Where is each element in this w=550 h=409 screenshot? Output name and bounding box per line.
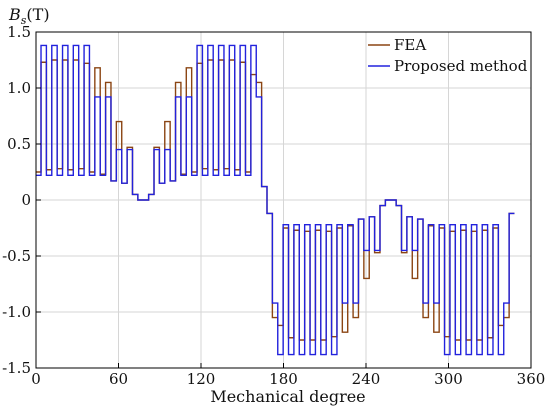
- x-axis-label: Mechanical degree: [210, 387, 365, 406]
- y-axis-label: Bs(T): [8, 5, 50, 27]
- legend: FEA Proposed method: [368, 36, 528, 75]
- y-tick-label: 0: [21, 191, 31, 209]
- y-axis-label-sub: s: [21, 14, 27, 27]
- legend-label-proposed: Proposed method: [394, 57, 528, 75]
- x-tick-label: 60: [109, 370, 128, 388]
- x-tick-label: 360: [517, 370, 546, 388]
- y-axis-label-unit: (T): [26, 5, 49, 24]
- y-tick-label: 0.5: [7, 135, 31, 153]
- series-layer: [36, 44, 515, 356]
- x-tick-label: 0: [31, 370, 41, 388]
- series-line-proposed-method: [36, 44, 515, 356]
- legend-label-fea: FEA: [394, 36, 426, 54]
- y-tick-label: 1.0: [7, 79, 31, 97]
- y-axis-label-main: B: [8, 5, 21, 24]
- y-ticks: 1.5 1.0 0.5 0 -0.5 -1.0 -1.5: [2, 23, 41, 377]
- y-tick-label: -1.5: [2, 359, 31, 377]
- x-tick-label: 120: [187, 370, 216, 388]
- x-tick-label: 240: [352, 370, 381, 388]
- x-tick-label: 300: [434, 370, 463, 388]
- y-tick-label: -0.5: [2, 247, 31, 265]
- y-tick-label: -1.0: [2, 303, 31, 321]
- x-tick-label: 180: [269, 370, 298, 388]
- y-tick-label: 1.5: [7, 23, 31, 41]
- x-ticks: 0 60 120 180 240 300 360: [31, 363, 545, 388]
